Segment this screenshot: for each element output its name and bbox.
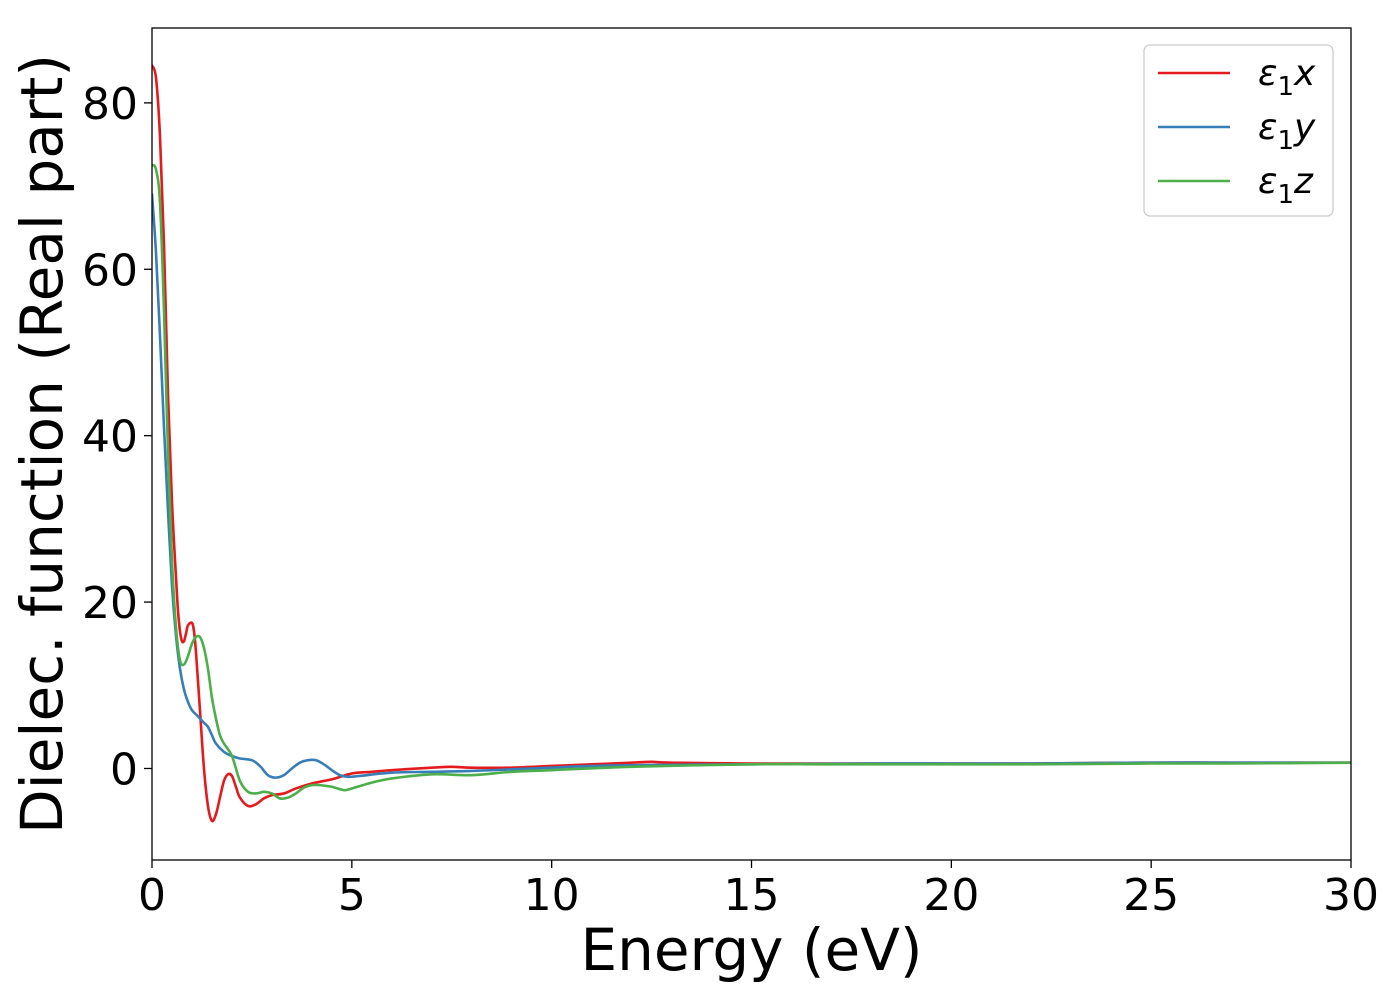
legend-label-z: ε1z: [1258, 161, 1314, 210]
legend-label-y: ε1y: [1258, 107, 1316, 156]
legend-label-x: ε1x: [1258, 53, 1316, 102]
series-lines: [152, 64, 1351, 823]
x-tick-label: 30: [1323, 870, 1379, 921]
y-tick-label: 20: [82, 578, 138, 629]
series-line-x: [152, 64, 1351, 823]
y-axis: 0 20 40 60 80: [82, 79, 152, 795]
x-tick-label: 15: [724, 870, 780, 921]
y-tick-label: 80: [82, 79, 138, 130]
series-line-y: [152, 193, 1351, 779]
x-tick-label: 20: [923, 870, 979, 921]
x-tick-label: 25: [1123, 870, 1179, 921]
series-line-z: [152, 163, 1351, 801]
legend: ε1x ε1y ε1z: [1143, 44, 1334, 217]
y-tick-label: 60: [82, 245, 138, 296]
y-tick-label: 40: [82, 412, 138, 463]
x-tick-label: 5: [338, 870, 366, 921]
x-axis-title: Energy (eV): [580, 916, 922, 984]
legend-box: [1143, 44, 1334, 217]
x-tick-label: 10: [524, 870, 580, 921]
x-tick-label: 0: [138, 870, 166, 921]
y-tick-label: 0: [110, 744, 138, 795]
y-axis-title: Dielec. function (Real part): [8, 54, 76, 834]
x-axis: 0 5 10 15 20 25 30: [138, 860, 1379, 921]
